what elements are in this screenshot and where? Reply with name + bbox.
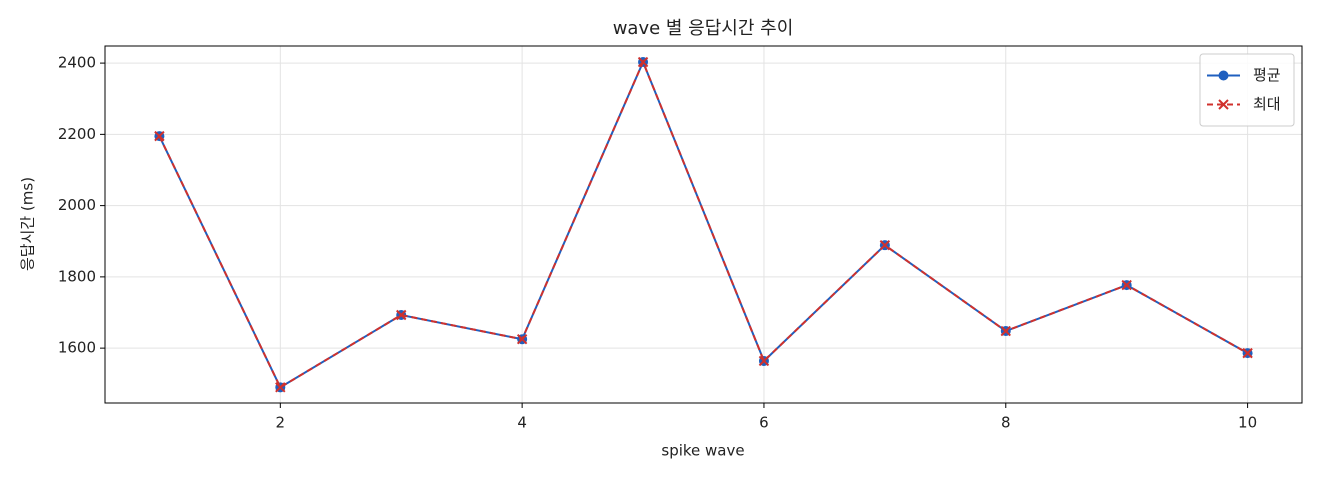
x-tick-label: 4 [517, 414, 527, 432]
point [516, 334, 528, 345]
point [1121, 279, 1132, 291]
x-tick-label: 10 [1238, 414, 1257, 432]
point [758, 355, 770, 367]
legend-label: 평균 [1253, 66, 1281, 84]
y-tick-label: 2400 [58, 54, 96, 72]
legend-marker [1218, 70, 1229, 81]
legend-box [1199, 53, 1295, 127]
y-tick-label: 2000 [58, 196, 96, 214]
x-tick-label: 6 [759, 414, 769, 432]
y-tick-label: 2200 [58, 125, 96, 143]
x-tick-label: 2 [276, 414, 286, 432]
point [275, 382, 286, 393]
y-axis-label: 응답시간 (ms) [19, 177, 37, 271]
legend-label: 최대 [1253, 95, 1281, 113]
chart-title: wave 별 응답시간 추이 [613, 18, 794, 39]
x-tick-label: 8 [1001, 414, 1011, 432]
point [154, 130, 165, 142]
point [879, 239, 891, 251]
legend-marker [1218, 99, 1229, 110]
series-line [158, 59, 1249, 389]
y-tick-label: 1600 [58, 339, 96, 357]
point [396, 309, 407, 321]
x-axis-label: spike wave [661, 442, 744, 460]
point [1000, 325, 1011, 337]
point [637, 56, 649, 68]
plot-frame [104, 45, 1303, 404]
point [1242, 347, 1253, 359]
y-tick-label: 1800 [58, 267, 96, 285]
series-line [158, 59, 1249, 389]
